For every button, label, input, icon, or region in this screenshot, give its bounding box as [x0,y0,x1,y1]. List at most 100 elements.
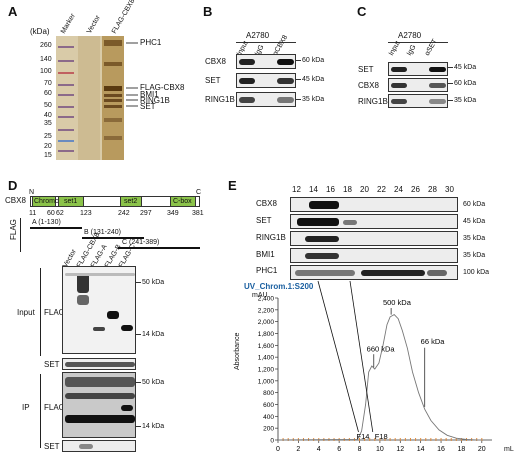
row-label: CBX8 [358,81,379,90]
y-tick-label: 800 [263,390,274,397]
row-label: RING1B [205,95,235,104]
fraction-number: 18 [343,185,352,194]
blot-cbx8 [236,54,296,69]
row-label: RING1B [256,233,286,242]
y-tick-label: 2,000 [258,319,275,326]
marker-70: 70 [44,80,52,87]
annot-set: SET [140,102,156,111]
blot-e-cbx8 [290,197,458,212]
y-tick-label: 600 [263,402,274,409]
position: 60 [47,210,55,217]
size-label: 14 kDa [142,423,165,430]
cbx8-domain-map [30,196,200,207]
x-tick-label: 8 [358,446,362,453]
cell-line-c: A2780 [398,31,422,40]
blot-input-flag [62,266,136,354]
y-tick-label: 2,200 [258,307,275,314]
row-label: BMI1 [256,250,275,259]
fragment-b-bar [82,237,144,239]
set-row-label: SET [44,360,60,369]
x-tick-label: 10 [376,446,384,453]
size-label: 35 kDa [302,96,325,103]
annot-flag-cbx8: FLAG-CBX8 [140,83,185,92]
blot-set [388,62,448,76]
size-label: 60 kDa [463,201,486,208]
annot-phc1: PHC1 [140,38,162,47]
c-terminus: C [196,189,202,196]
kda-unit: (kDa) [30,27,50,36]
x-tick-label: 2 [296,446,300,453]
x-unit: mL [504,446,514,453]
marker-140: 140 [40,56,52,63]
chart-title: UV_Chrom.1:S200 [244,282,314,291]
blot-e-phc1 [290,265,458,280]
marker-15: 15 [44,152,52,159]
set1-domain [58,196,84,207]
cbox-domain [170,196,196,207]
position: 62 [56,210,64,217]
fragment-c-bar [118,247,200,249]
x-tick-label: 12 [396,446,404,453]
marker-60: 60 [44,90,52,97]
marker-40: 40 [44,112,52,119]
marker-50: 50 [44,102,52,109]
input-label: Input [17,308,35,317]
position: 11 [29,210,37,217]
y-tick-label: 1,400 [258,355,275,362]
position: 242 [118,210,130,217]
size-label: 50 kDa [142,379,165,386]
peak-annotation: F18 [375,432,388,441]
x-tick-label: 14 [417,446,425,453]
y-tick-label: 400 [263,414,274,421]
size-label: 50 kDa [142,279,165,286]
fragment-label: C (241-389) [122,239,160,246]
row-label: SET [256,216,272,225]
annot-bmi1: BMI1 [140,90,159,99]
blot-set [236,73,296,88]
position: 123 [80,210,92,217]
panel-label-d: D [8,178,18,193]
marker-35: 35 [44,120,52,127]
silver-stain-gel [56,36,124,160]
row-label: SET [358,65,374,74]
blot-ring1b [236,92,296,107]
fraction-number: 28 [428,185,437,194]
row-label: SET [205,76,221,85]
size-label: 45 kDa [454,64,477,71]
size-label: 45 kDa [463,218,486,225]
blot-cbx8 [388,78,448,92]
fragment-label: A (1-130) [32,219,61,226]
size-label: 100 kDa [463,269,490,276]
x-tick-label: 0 [276,446,280,453]
y-tick-label: 1,800 [258,331,275,338]
y-tick-label: 1,200 [258,367,275,374]
y-tick-label: 1,000 [258,378,275,385]
size-label: 35 kDa [463,235,486,242]
marker-260: 260 [40,42,52,49]
blot-e-set [290,214,458,229]
row-label: CBX8 [256,199,277,208]
marker-20: 20 [44,143,52,150]
fragment-a-bar [30,227,82,229]
x-tick-label: 20 [478,446,486,453]
marker-100: 100 [40,68,52,75]
size-label: 35 kDa [454,97,477,104]
fraction-number: 16 [326,185,335,194]
panel-label-b: B [203,4,213,19]
panel-label-e: E [228,178,237,193]
peak-annotation: 500 kDa [383,298,412,307]
size-label: 14 kDa [142,331,165,338]
y-tick-label: 2,400 [258,296,275,303]
size-label: 60 kDa [454,80,477,87]
peak-annotation: 660 kDa [367,344,396,353]
cell-line-b: A2780 [246,31,270,40]
marker-25: 25 [44,133,52,140]
domain-label: set2 [124,198,138,205]
row-label: PHC1 [256,266,278,275]
chromo-domain [32,196,56,207]
panel-label-c: C [357,4,367,19]
y-unit: mAU [252,292,268,299]
domain-label: C-box [173,198,192,205]
peak-annotation: 66 kDa [421,337,446,346]
